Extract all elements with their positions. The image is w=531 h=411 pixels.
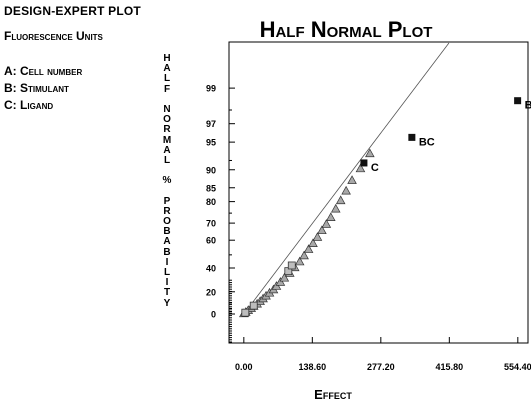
error-point [330,203,341,213]
x-tick-label: 138.60 [299,362,327,372]
effect-label: C [371,162,379,174]
y-tick-label: 95 [206,138,216,148]
chart-title: Half Normal Plot [260,17,433,42]
y-label-letter: L [163,73,171,85]
x-tick-label: 554.40 [504,362,531,372]
error-point [365,148,375,158]
factor-key: A: [4,64,17,78]
fit-line [243,42,450,315]
y-tick-label: 97 [206,119,216,129]
y-label-letter: H [163,53,171,64]
factor-c: C: Ligand [4,97,82,114]
effect-point [287,261,296,270]
y-label-letter: A [163,236,171,248]
x-tick-label: 277.20 [367,362,395,372]
significant-effect-point [360,159,368,167]
y-label-letter: L [163,154,171,166]
x-tick-label: 415.80 [436,362,464,372]
y-label-letter: P [163,195,171,207]
y-label-letter: R [163,205,171,217]
y-tick-label: 70 [206,219,216,229]
error-point [294,256,305,266]
y-label-letter: N [163,103,171,115]
plot-frame [228,41,529,344]
y-label-letter: A [163,144,171,156]
y-tick-label: 85 [206,183,216,193]
error-point [308,238,318,247]
y-tick-label: 99 [206,84,216,94]
y-label-letter: I [165,256,169,268]
error-point [275,277,286,286]
factor-key: C: [4,98,17,112]
factor-b: B: Stimulant [4,80,82,97]
y-label-letter: M [162,134,172,146]
y-tick-label: 60 [206,236,216,246]
effect-point [241,308,250,317]
error-point [326,212,336,221]
y-label-letter: F [163,83,171,95]
factor-name: Cell number [20,64,83,78]
factor-name: Ligand [20,98,54,112]
factor-key: B: [4,81,17,95]
y-label-letter: T [163,287,171,299]
x-tick-label: 0.00 [235,362,253,372]
y-tick-label: 40 [206,264,216,274]
error-point [303,244,314,253]
error-point [355,163,366,173]
factor-list: A: Cell number B: Stimulant C: Ligand [4,63,82,114]
effect-label: B [525,100,531,112]
significant-effect-point [408,133,416,141]
y-label-letter: B [163,246,171,258]
y-tick-label: 20 [206,287,216,297]
error-point [321,219,332,228]
y-tick-label: 90 [206,165,216,175]
effect-label: BC [419,136,435,148]
error-point [299,250,309,260]
error-point [335,195,346,205]
error-point [312,232,323,241]
y-label-letter: I [165,277,169,289]
y-label-letter: R [163,124,171,136]
y-label-letter: O [163,114,171,126]
y-label-letter: L [163,266,171,278]
y-tick-label: 80 [206,197,216,207]
factor-name: Stimulant [20,81,69,95]
factor-a: A: Cell number [4,63,82,80]
x-axis-label: Effect [314,387,352,402]
y-label-letter: Y [163,297,171,309]
error-point [347,175,357,184]
error-point [341,185,351,195]
y-label-letter: O [163,216,171,227]
significant-effect-point [514,97,522,105]
effect-point [249,301,258,310]
design-expert-title: DESIGN-EXPERT PLOT [4,4,141,18]
response-name: Fluorescence Units [4,29,103,43]
y-tick-label: 0 [211,310,216,320]
y-label-letter: B [163,226,171,238]
y-label-letter: % [162,175,172,187]
error-point [279,272,290,282]
y-label-letter: A [163,63,171,75]
error-point [317,225,327,235]
